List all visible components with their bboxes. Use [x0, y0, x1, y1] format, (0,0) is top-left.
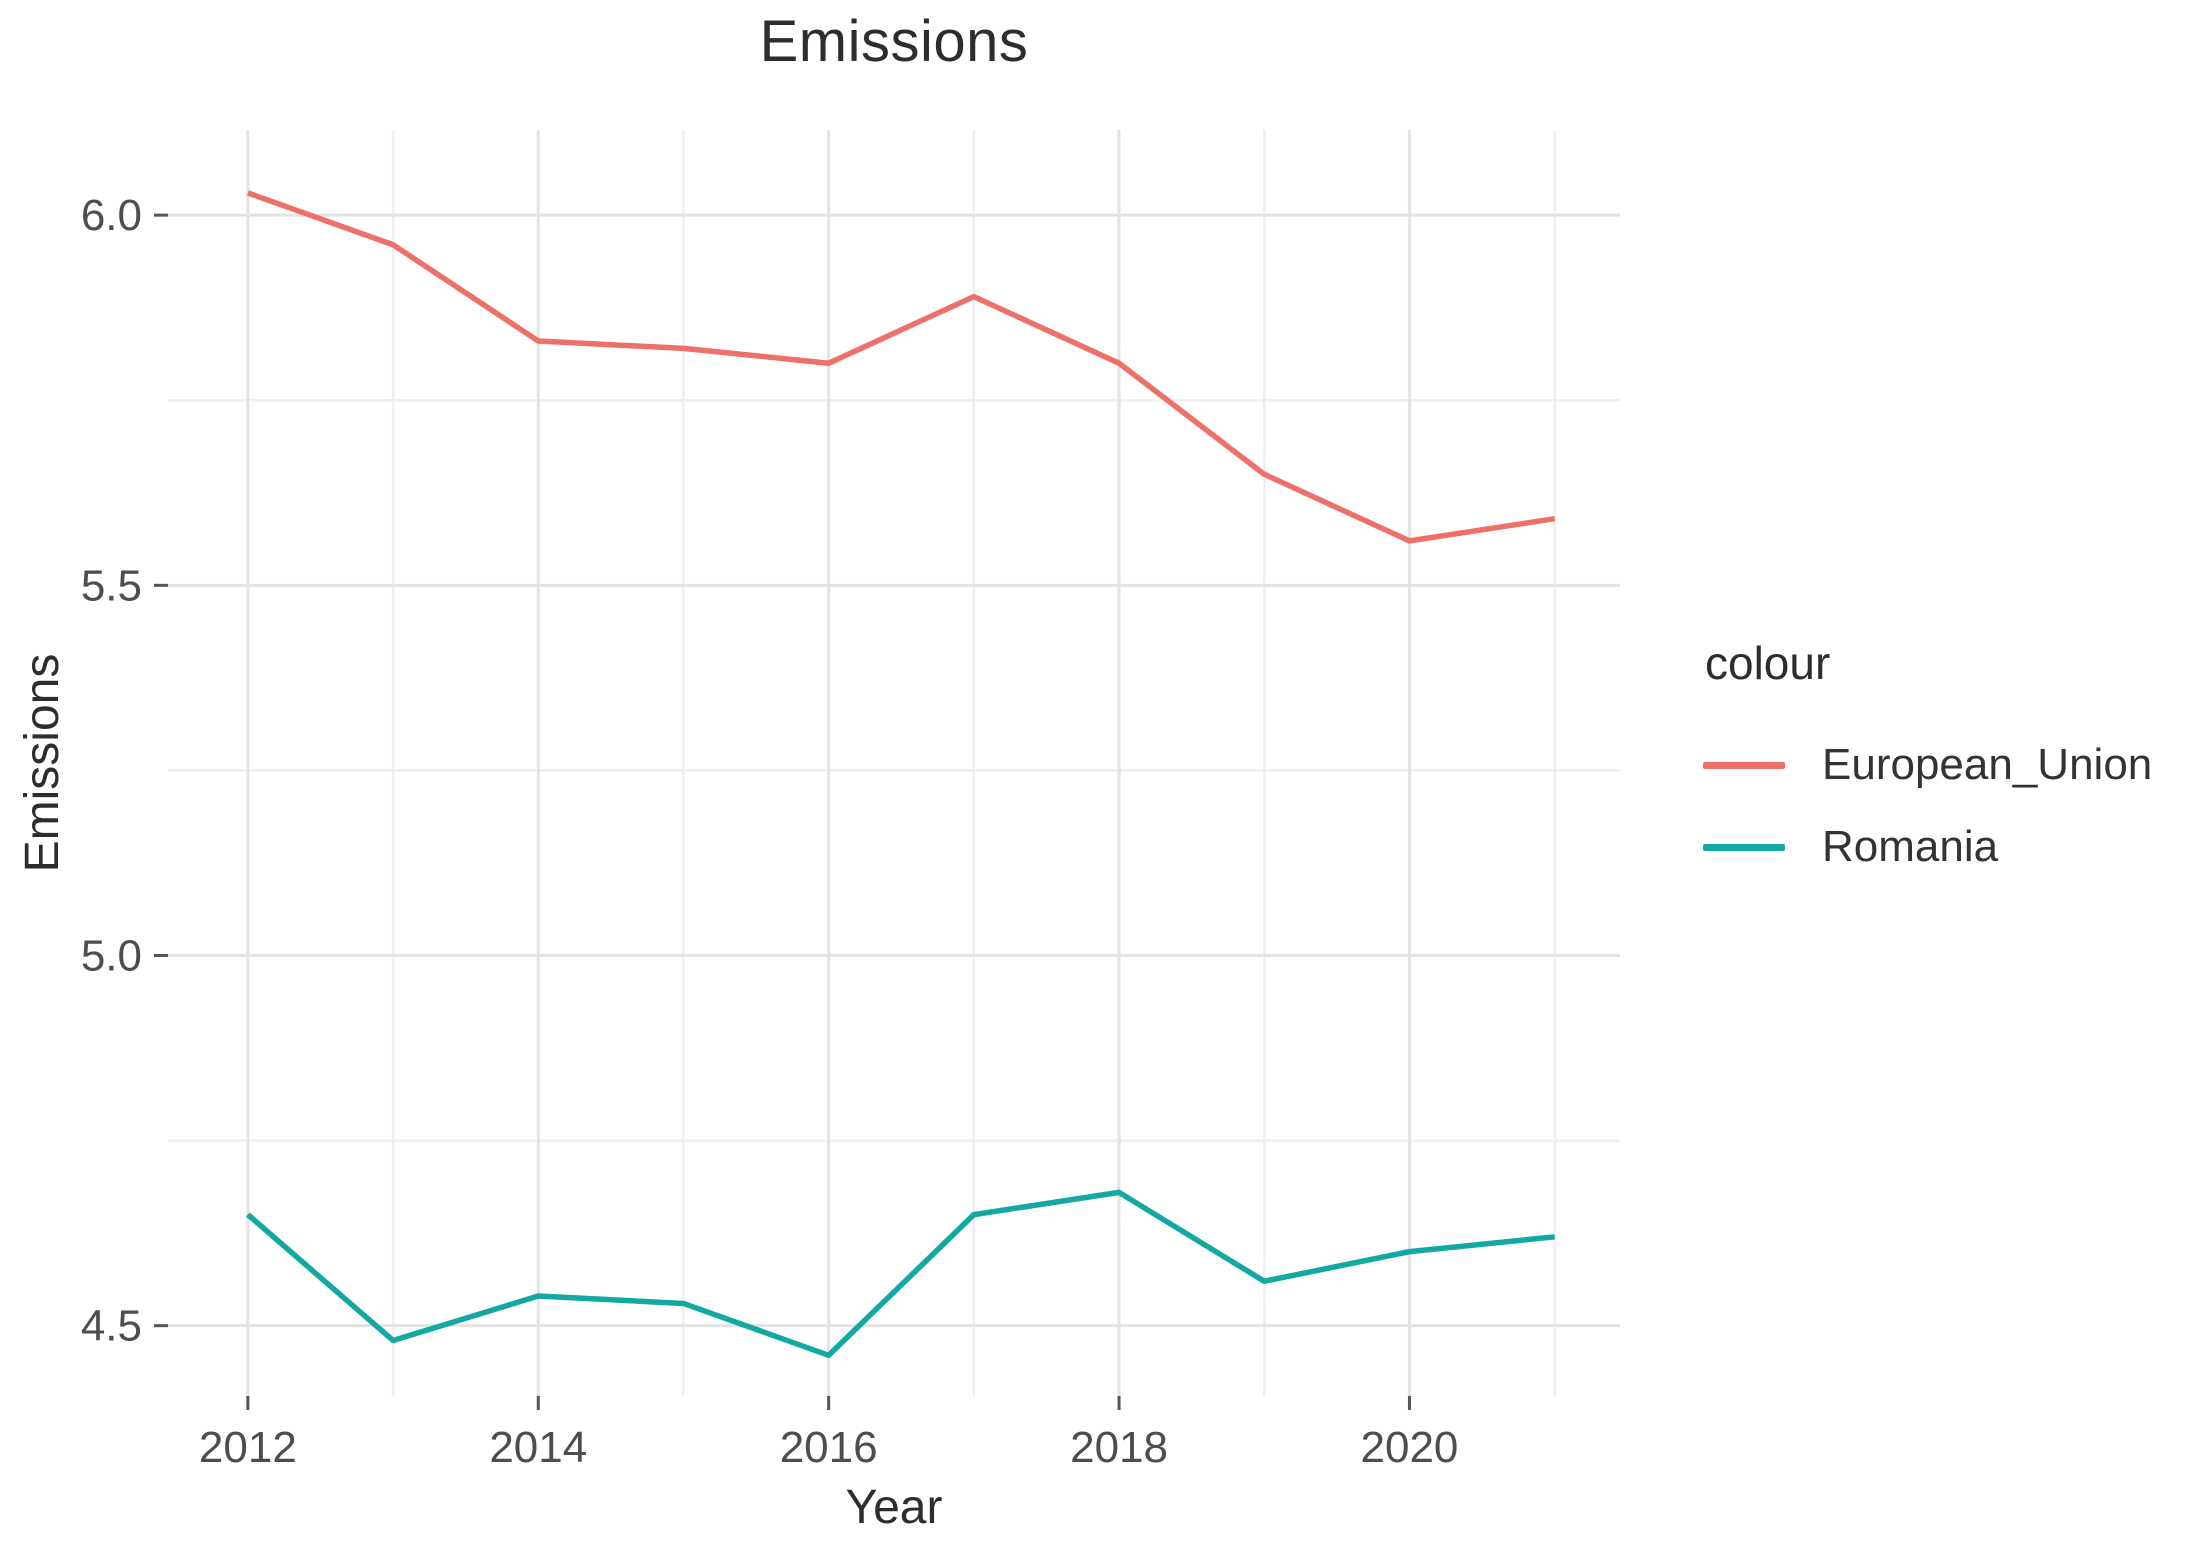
series-line-romania: [246, 1189, 1555, 1359]
x-tick-label: 2020: [1361, 1423, 1459, 1472]
axis-ticks: [154, 213, 1411, 1410]
x-tick-label: 2018: [1070, 1423, 1168, 1472]
legend-entry-label: Romania: [1822, 822, 1999, 871]
y-tick-label: 5.0: [81, 931, 142, 980]
tick-labels: 2012 2014 2016 2018 2020 6.0 5.5 5.0 4.5: [81, 191, 1459, 1472]
legend-title: colour: [1705, 637, 1831, 689]
y-axis-title: Emissions: [15, 653, 69, 873]
legend-entry-romania: Romania: [1703, 822, 1999, 871]
chart-title: Emissions: [759, 9, 1029, 74]
legend-entry-label: European_Union: [1822, 740, 2153, 789]
legend: colour European_Union Romania: [1703, 0, 2193, 1556]
series-lines: [246, 190, 1556, 1359]
x-axis-title: Year: [845, 1480, 943, 1534]
x-tick-label: 2016: [780, 1423, 878, 1472]
y-tick-label: 6.0: [81, 191, 142, 240]
x-tick-label: 2014: [489, 1423, 587, 1472]
x-tick-label: 2012: [199, 1423, 297, 1472]
series-line-european_union: [246, 190, 1556, 544]
legend-entry-european-union: European_Union: [1703, 740, 2153, 789]
y-tick-label: 5.5: [81, 561, 142, 610]
legend-key-line-european-union: [1703, 761, 1785, 769]
y-tick-label: 4.5: [81, 1302, 142, 1351]
gridlines-major: [168, 130, 1620, 1396]
gridlines-minor: [168, 130, 1620, 1396]
legend-key-line-romania: [1703, 843, 1785, 851]
